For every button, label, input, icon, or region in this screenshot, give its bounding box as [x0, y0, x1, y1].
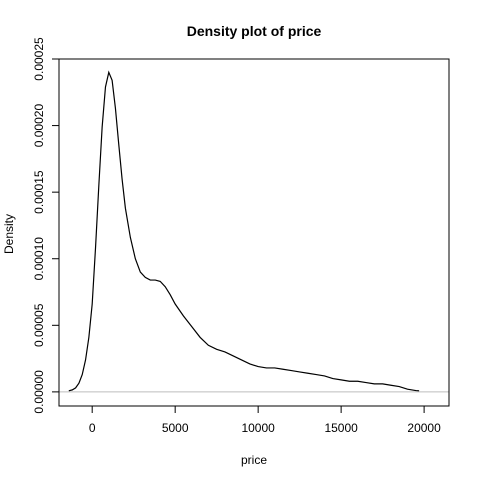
y-tick-label: 0.00025 — [32, 37, 46, 81]
x-axis-label: price — [241, 453, 267, 467]
plot-area — [58, 58, 450, 407]
y-axis-label: Density — [2, 214, 16, 254]
y-tick-label: 0.00005 — [32, 303, 46, 347]
y-tick-label: 0.00020 — [32, 104, 46, 148]
x-tick-label: 5000 — [162, 421, 189, 435]
plot-frame — [58, 58, 450, 407]
y-tick-label: 0.00015 — [32, 170, 46, 214]
y-tick-label: 0.00000 — [32, 370, 46, 414]
y-axis: 0.00000 0.00005 0.00010 0.00015 0.00020 0.000… — [32, 37, 60, 414]
x-tick-label: 20000 — [407, 421, 441, 435]
density-curve — [68, 70, 420, 392]
x-tick-label: 0 — [89, 421, 96, 435]
chart-title: Density plot of price — [187, 23, 322, 39]
x-axis: 0 5000 10000 15000 20000 — [89, 405, 441, 435]
x-tick-label: 15000 — [324, 421, 358, 435]
y-tick-label: 0.00010 — [32, 237, 46, 281]
x-tick-label: 10000 — [241, 421, 275, 435]
